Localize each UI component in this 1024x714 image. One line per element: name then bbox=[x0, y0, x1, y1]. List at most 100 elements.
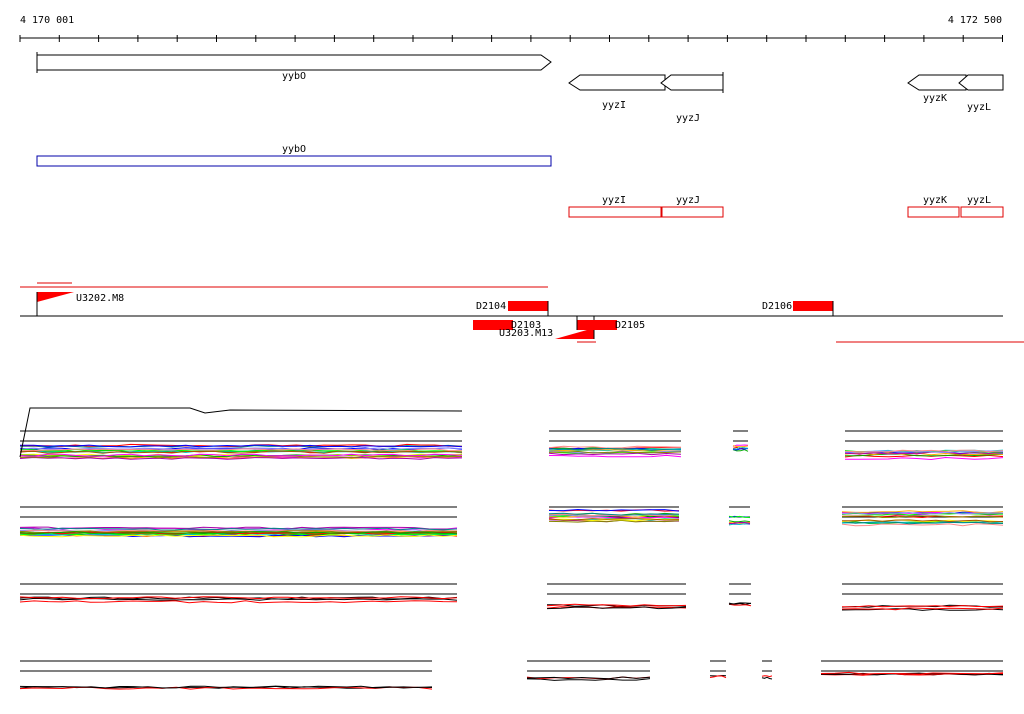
red-box-yyzL[interactable] bbox=[960, 206, 1004, 218]
expression-series-line bbox=[19, 448, 463, 452]
expression-panel bbox=[841, 506, 1004, 527]
expression-series-line bbox=[841, 515, 1004, 519]
expression-series-line bbox=[548, 449, 681, 452]
feature-D2105[interactable] bbox=[577, 320, 617, 330]
red-box-label-yyzK: yyzK bbox=[923, 195, 947, 206]
expression-series-line bbox=[19, 453, 463, 457]
expression-series-line bbox=[19, 531, 457, 534]
expression-series-line bbox=[19, 450, 463, 454]
expression-series-line bbox=[732, 444, 749, 447]
expression-series-line bbox=[728, 602, 752, 605]
expression-series-line bbox=[728, 523, 751, 526]
expression-series-line bbox=[546, 603, 687, 607]
gene-label-yybO: yybO bbox=[282, 71, 306, 82]
expression-series-line bbox=[548, 452, 682, 456]
feature-D2104[interactable] bbox=[508, 301, 548, 311]
expression-series-line bbox=[841, 605, 1004, 608]
expression-series-line bbox=[19, 596, 458, 600]
expression-series-line bbox=[19, 444, 463, 448]
expression-series-line bbox=[19, 530, 458, 534]
expression-series-line bbox=[761, 675, 773, 678]
expression-series-line bbox=[19, 685, 433, 689]
expression-series-line bbox=[844, 452, 1004, 456]
expression-series-line bbox=[841, 511, 1004, 515]
expression-series-line bbox=[841, 607, 1004, 611]
expression-panel bbox=[19, 660, 433, 690]
expression-series-line bbox=[19, 534, 458, 538]
expression-panel bbox=[548, 430, 682, 458]
feature-label-D2105: D2105 bbox=[615, 320, 645, 331]
feature-U3202-M8-triangle[interactable] bbox=[37, 292, 74, 302]
feature-label-D2104: D2104 bbox=[476, 301, 506, 312]
expression-series-line bbox=[841, 523, 1004, 527]
expression-series-line bbox=[19, 596, 458, 600]
expression-series-line bbox=[844, 451, 1004, 455]
feature-label-U3203-M13: U3203.M13 bbox=[499, 328, 553, 339]
blue-box-label-yybO: yybO bbox=[282, 144, 306, 155]
expression-series-line bbox=[844, 449, 1004, 453]
feature-U3203-M13-triangle[interactable] bbox=[555, 328, 594, 339]
ruler-ticks bbox=[19, 35, 1003, 42]
expression-panel bbox=[526, 660, 651, 681]
ruler-start-label: 4 170 001 bbox=[20, 15, 74, 26]
red-box-label-yyzI: yyzI bbox=[602, 195, 626, 206]
expression-series-line bbox=[728, 515, 750, 518]
expression-series-line bbox=[548, 445, 682, 449]
red-box-yyzJ[interactable] bbox=[661, 206, 724, 218]
gene-arrow-yybO[interactable] bbox=[36, 54, 552, 71]
expression-series-line bbox=[548, 519, 680, 523]
feature-label-U3202-M8: U3202.M8 bbox=[76, 293, 124, 304]
expression-series-line bbox=[820, 671, 1004, 675]
expression-series-line bbox=[844, 453, 1004, 457]
expression-series-line bbox=[548, 508, 680, 512]
expression-series-line bbox=[728, 603, 752, 607]
expression-panel bbox=[728, 583, 752, 607]
expression-series-line bbox=[732, 448, 749, 451]
expression-panel bbox=[728, 506, 751, 526]
expression-series-line bbox=[19, 526, 457, 530]
expression-series-line bbox=[841, 521, 1004, 525]
expression-panel bbox=[548, 506, 680, 523]
expression-series-line bbox=[841, 510, 1004, 514]
expression-series-line bbox=[526, 678, 651, 681]
expression-series-line bbox=[19, 455, 463, 459]
expression-series-line bbox=[709, 675, 727, 679]
gene-arrow-yyzL[interactable] bbox=[958, 74, 1004, 91]
gene-arrow-yyzK[interactable] bbox=[907, 74, 967, 91]
gene-label-yyzJ: yyzJ bbox=[676, 113, 700, 124]
expression-panel bbox=[841, 583, 1004, 611]
expression-series-line bbox=[841, 608, 1004, 611]
gene-label-yyzL: yyzL bbox=[967, 102, 991, 113]
expression-series-line bbox=[19, 531, 458, 535]
expression-panel bbox=[709, 660, 727, 679]
expression-series-line bbox=[841, 519, 1004, 523]
annotation-track-red: yyzI yyzJ yyzK yyzL bbox=[568, 195, 1004, 218]
expression-panel bbox=[820, 660, 1004, 676]
expression-panel bbox=[844, 430, 1004, 461]
blue-box-yybO[interactable] bbox=[36, 155, 552, 167]
expression-series-line bbox=[19, 407, 463, 458]
gene-arrow-yyzJ[interactable] bbox=[660, 74, 724, 91]
expression-panel bbox=[19, 407, 463, 460]
expression-series-line bbox=[844, 456, 1004, 461]
expression-panel bbox=[546, 583, 687, 610]
annotation-track-blue: yybO bbox=[36, 144, 552, 167]
red-box-yyzI[interactable] bbox=[568, 206, 662, 218]
expression-panel bbox=[19, 506, 458, 538]
expression-panel bbox=[732, 430, 749, 452]
expression-series-line bbox=[548, 518, 680, 521]
expression-series-line bbox=[548, 512, 679, 516]
expression-series-line bbox=[546, 606, 687, 610]
expression-series-line bbox=[728, 520, 751, 523]
feature-D2106[interactable] bbox=[793, 301, 833, 311]
red-box-yyzK[interactable] bbox=[907, 206, 960, 218]
gene-arrow-yyzI[interactable] bbox=[568, 74, 666, 91]
red-box-label-yyzJ: yyzJ bbox=[676, 195, 700, 206]
expression-panel bbox=[19, 583, 458, 604]
expression-series-line bbox=[548, 450, 682, 454]
feature-D2103[interactable] bbox=[473, 320, 513, 330]
gene-track: yybO yyzI yyzJ yyzK yyzL bbox=[36, 52, 1004, 124]
expression-series-line bbox=[19, 456, 463, 460]
expression-series-line bbox=[548, 454, 682, 458]
